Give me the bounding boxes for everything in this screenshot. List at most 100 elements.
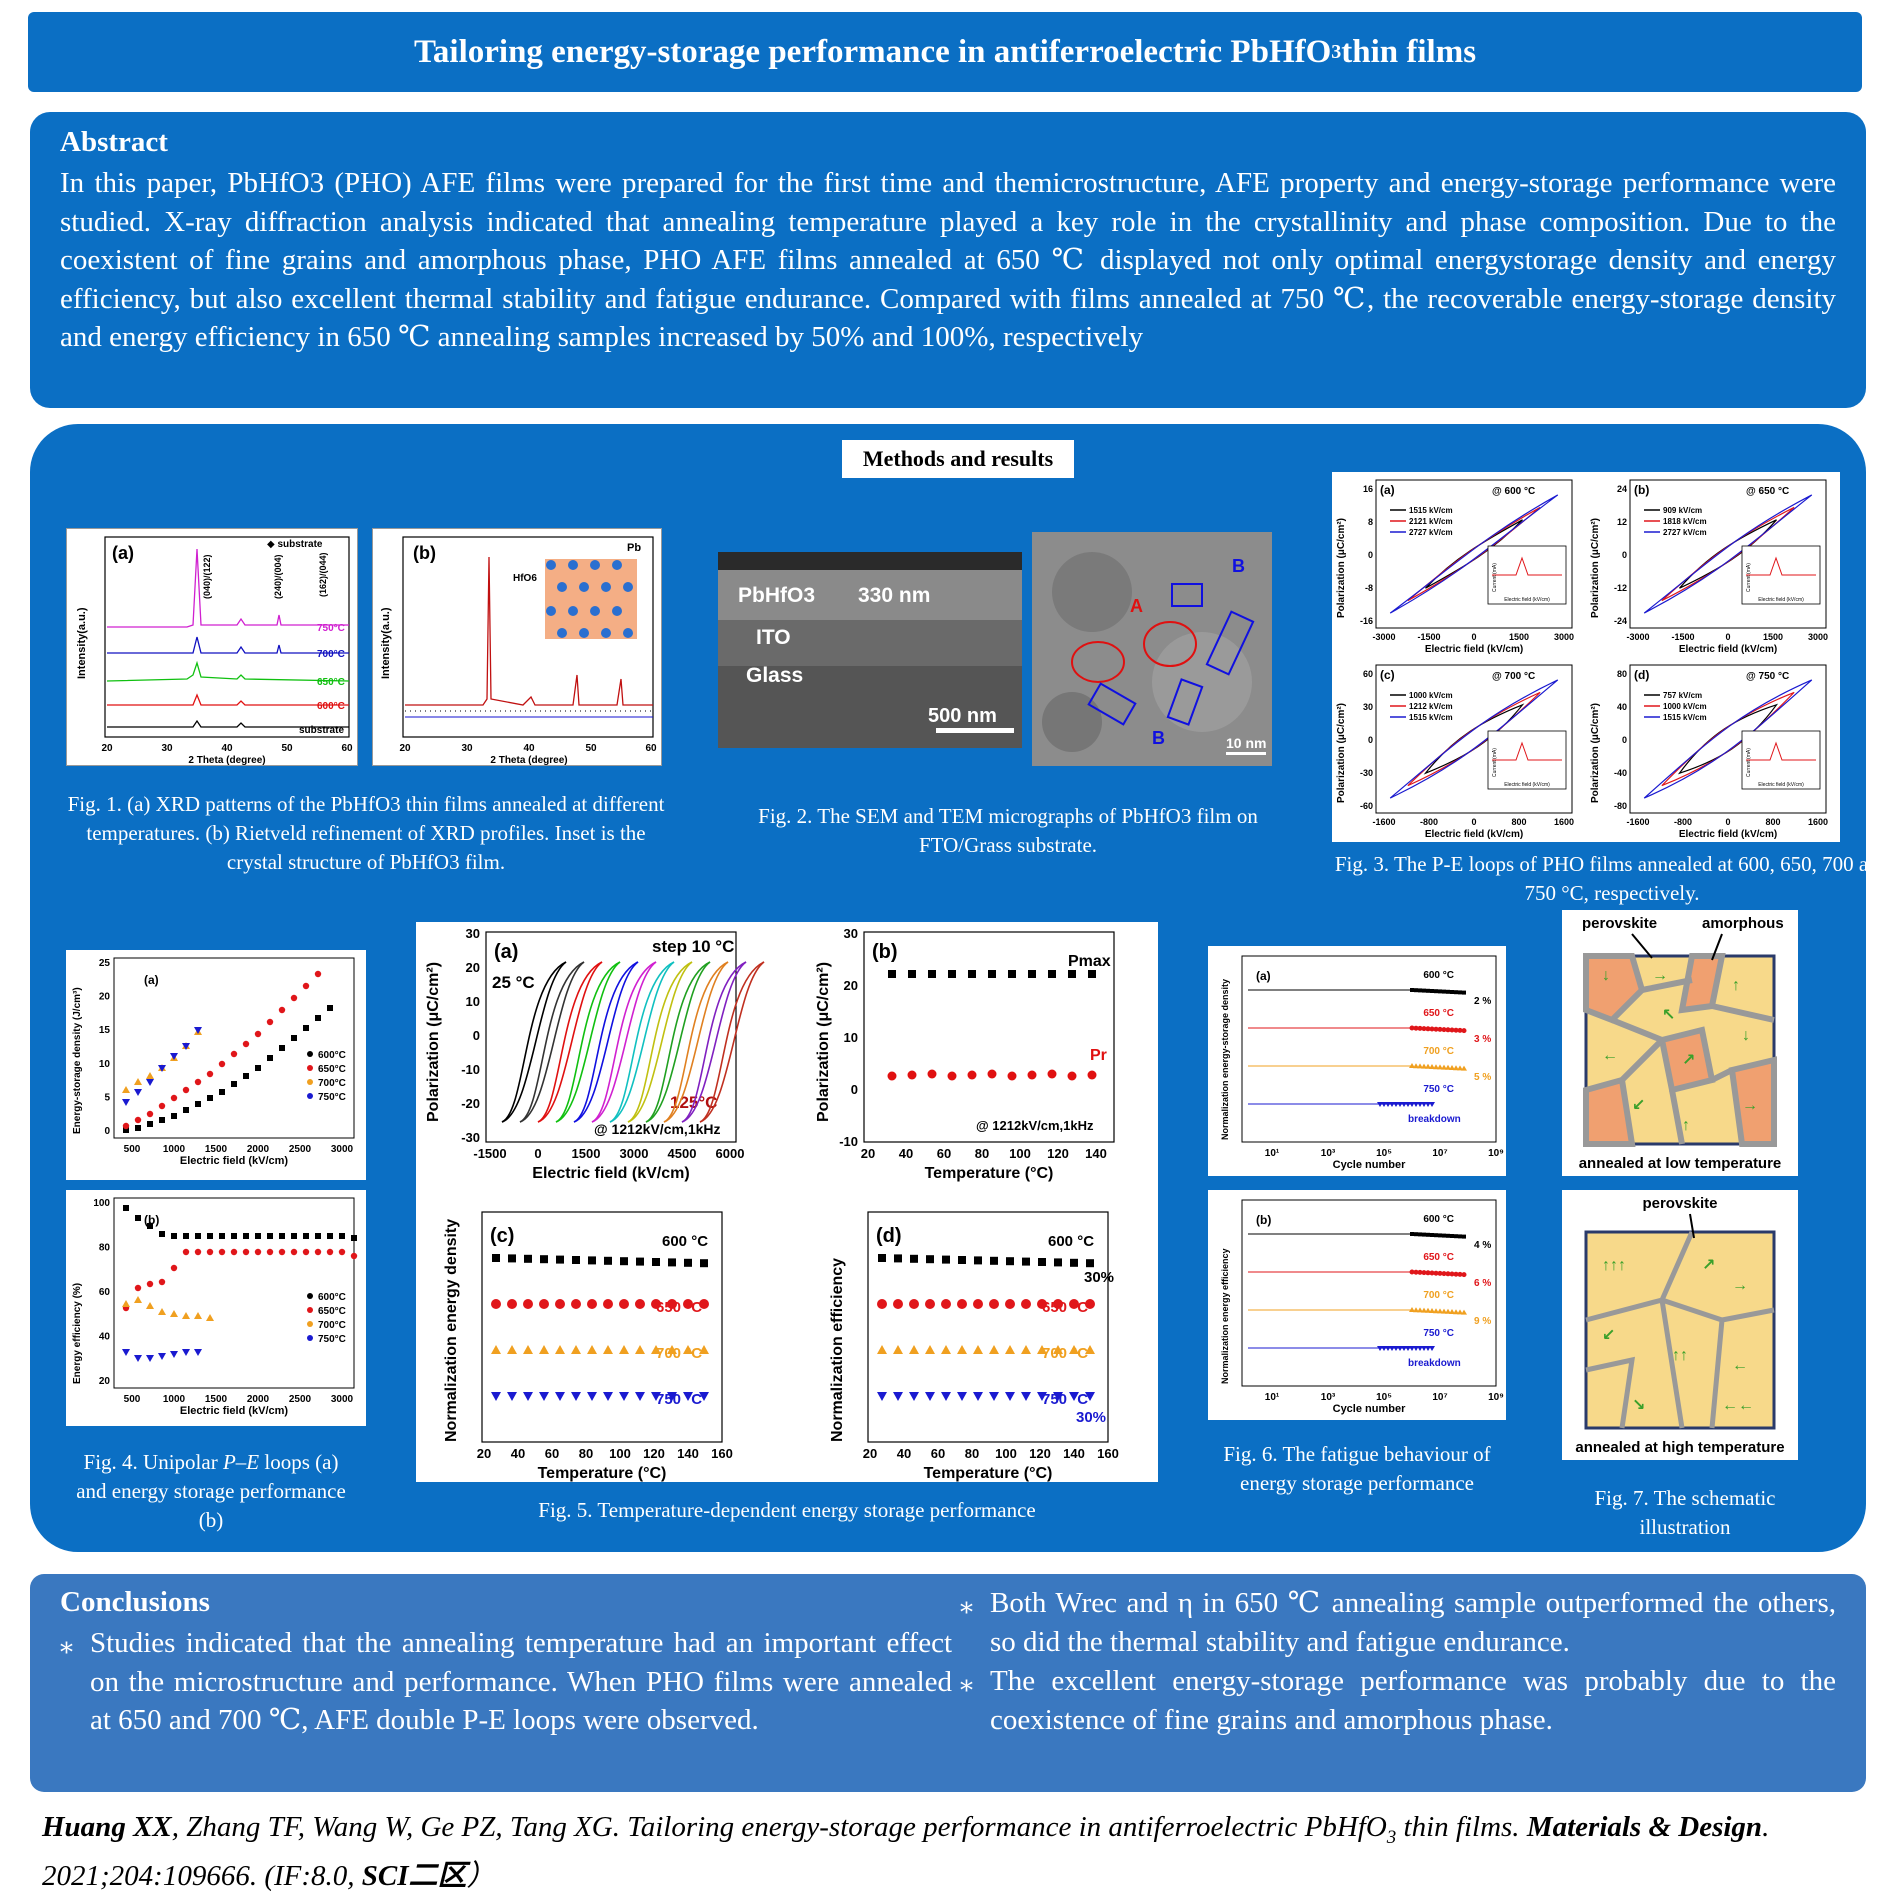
- fig4-point-0-14: [291, 1035, 297, 1041]
- fig6-pt-0-2: [1418, 988, 1422, 993]
- fig5c-pt-0-12: [684, 1258, 692, 1267]
- fig2-sem-scale: 500 nm: [928, 705, 997, 727]
- fig6-xtick-4: 10⁹: [1488, 1148, 1504, 1159]
- fig5c-pt-0-7: [604, 1256, 612, 1265]
- fig4-legend-2: 700°C: [318, 1320, 346, 1331]
- fig4-label: (a): [144, 973, 159, 987]
- fig6-series-1: 650 °C: [1423, 1008, 1454, 1019]
- fig4-point-0-10: [243, 1233, 249, 1239]
- svg-text:→: →: [1732, 1277, 1748, 1294]
- fig6-pt-0-0: [1410, 988, 1414, 992]
- fig2-tem-scale: 10 nm: [1226, 735, 1266, 751]
- fig5c-xtick-1: 40: [511, 1446, 525, 1461]
- fig6-pt-3-13: [1429, 1346, 1435, 1351]
- fig3-legend-1-2: 2727 kV/cm: [1663, 528, 1707, 537]
- fig5c-pt-0-8: [620, 1257, 628, 1266]
- fig5c-pt-2-10: [651, 1345, 661, 1354]
- fig5c-xtick-2: 60: [545, 1446, 559, 1461]
- fig5d-series-0: 600 °C: [1048, 1233, 1094, 1250]
- fig5a-loop-10: [681, 961, 747, 1123]
- fig4-point-1-9: [230, 1248, 238, 1256]
- fig7-label-perovskite: perovskite: [1582, 915, 1657, 932]
- fig3-xtick-1-1: -1500: [1671, 632, 1694, 642]
- fig3-loop-3-2: [1643, 679, 1813, 799]
- citation-close: ）: [466, 1859, 496, 1892]
- fig5c-xtick-0: 20: [477, 1446, 491, 1461]
- fig3-frame-2: [1375, 664, 1573, 814]
- fig4-point-0-9: [231, 1233, 237, 1239]
- fig6-pt-2-2: [1417, 1307, 1423, 1313]
- citation-sci: SCI二区: [361, 1859, 467, 1892]
- fig3-temp-0: @ 600 °C: [1492, 486, 1535, 497]
- fig3-xtick-3-2: 0: [1725, 817, 1730, 827]
- fig5c-series-0: 600 °C: [662, 1233, 708, 1250]
- fig4-point-0-15: [303, 1025, 309, 1031]
- fig5b-pmax-point-4: [968, 970, 976, 978]
- fig5b-ytick-2: 10: [844, 1030, 858, 1045]
- fig6-pct-2: 9 %: [1474, 1316, 1491, 1327]
- fig5c-pt-1-6: [587, 1299, 597, 1309]
- fig6-pt-2-13: [1461, 1309, 1467, 1315]
- fig6-xtick-0: 10¹: [1265, 1392, 1280, 1403]
- fig5c-pt-2-9: [635, 1345, 645, 1354]
- fig3-xtick-0-4: 3000: [1554, 632, 1574, 642]
- fig5d-pt-3-7: [989, 1392, 999, 1401]
- fig6-pt-0-4: [1426, 1232, 1430, 1237]
- fig3-xtick-1-2: 0: [1725, 632, 1730, 642]
- fig6-pct-0: 4 %: [1474, 1240, 1491, 1251]
- fig5d-pt-0-1: [894, 1254, 902, 1263]
- fig5a-ytick-0: 30: [466, 926, 480, 941]
- fig5b-xtick-5: 120: [1047, 1146, 1069, 1161]
- fig1b-crystal-inset: [545, 559, 637, 639]
- fig5c-series-3: 750 °C: [656, 1391, 702, 1408]
- citation-journal: Materials & Design: [1526, 1811, 1763, 1843]
- fig3-xtick-0-0: -3000: [1372, 632, 1395, 642]
- fig5a-loop-7: [627, 961, 693, 1123]
- fig5a-loop-r-6: [609, 961, 675, 1123]
- fig5d-pt-1-3: [925, 1299, 935, 1309]
- fig5c-pt-1-4: [555, 1299, 565, 1309]
- fig5d-series-2: 700 °C: [1042, 1345, 1088, 1362]
- fig4-point-3-5: [182, 1043, 190, 1050]
- fig2-caption: Fig. 2. The SEM and TEM micrographs of P…: [758, 804, 1258, 857]
- fig4-legend-mark-3: [307, 1093, 313, 1099]
- fig4-point-1-2: [146, 1280, 154, 1288]
- fig6-pt-0-9: [1446, 989, 1450, 994]
- fig4-legend-mark-1: [307, 1065, 313, 1071]
- fig4-point-1-1: [134, 1116, 142, 1124]
- fig5b-pr-point-8: [1047, 1069, 1057, 1079]
- fig6-breakdown: breakdown: [1408, 1114, 1461, 1125]
- fig4-point-0-13: [279, 1045, 285, 1051]
- fig6-pt-2-10: [1449, 1309, 1455, 1314]
- fig4-point-3-6: [194, 1027, 202, 1034]
- fig6-pt-3-11: [1421, 1102, 1427, 1107]
- fig5d-pt-3-9: [1021, 1392, 1031, 1401]
- fig3-xtick-3-0: -1600: [1626, 817, 1649, 827]
- citation: Huang XX, Zhang TF, Wang W, Ge PZ, Tang …: [42, 1808, 1862, 1895]
- fig6-pt-0-5: [1430, 989, 1434, 993]
- fig5c-xtick-7: 160: [711, 1446, 733, 1461]
- fig4-point-1-17: [326, 1248, 334, 1256]
- fig3-loop-1-2: [1643, 494, 1813, 614]
- fig4-xtick-1: 1000: [163, 1394, 186, 1405]
- fig5a-loop-r-4: [573, 961, 639, 1123]
- fig4-point-0-11: [255, 1233, 261, 1239]
- fig6-pt-2-9: [1445, 1064, 1451, 1070]
- fig6-pt-2-13: [1461, 1065, 1467, 1071]
- fig5c-pt-2-1: [507, 1345, 517, 1354]
- fig5d-pt-1-4: [941, 1299, 951, 1309]
- fig2-mark-a: A: [1130, 596, 1143, 616]
- fig6-pt-0-7: [1438, 1233, 1442, 1238]
- fig4-point-0-12: [267, 1055, 273, 1061]
- fig5c-pt-2-12: [683, 1345, 693, 1354]
- fig5c-pt-0-13: [700, 1259, 708, 1268]
- fig5b-pmax-point-2: [928, 970, 936, 978]
- citation-details: . 2021;204:109666. (IF:8.0,: [42, 1811, 1770, 1892]
- fig3-legend-3-0: 757 kV/cm: [1663, 691, 1702, 700]
- conclusion-text-1: Studies indicated that the annealing tem…: [90, 1627, 952, 1736]
- fig6-pt-3-10: [1417, 1346, 1423, 1351]
- fig4-ytick-2: 60: [99, 1287, 111, 1298]
- fig5c-pt-2-11: [667, 1345, 677, 1354]
- fig6-pt-0-1: [1414, 1232, 1418, 1237]
- fig6-pt-1-9: [1445, 1271, 1451, 1277]
